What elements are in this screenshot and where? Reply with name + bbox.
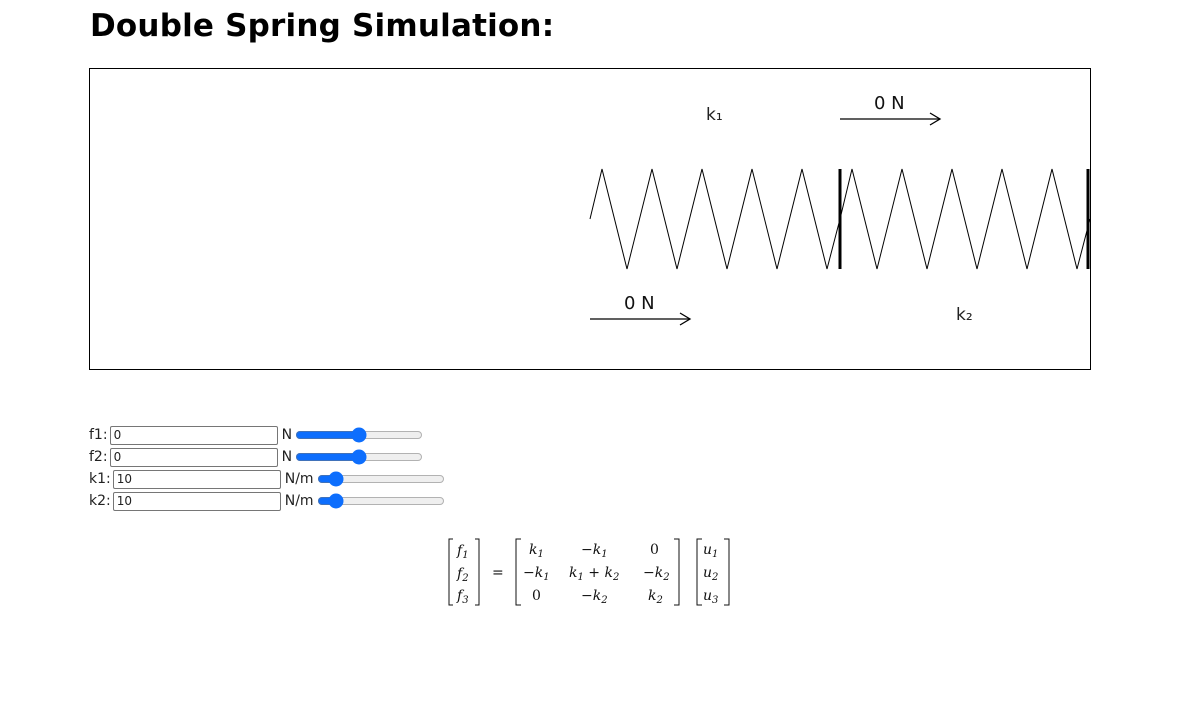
matrix-bracket-left [515, 538, 521, 606]
matrix-r2c2: k1 + k2 [569, 565, 619, 583]
force-label-bottom: 0 N [624, 293, 655, 314]
rhs-bracket-right [724, 538, 730, 606]
lhs-f3: f3 [456, 588, 469, 606]
k1-slider[interactable] [316, 471, 445, 487]
matrix-r1c1: k1 [529, 542, 544, 560]
equation-svg: f1 f2 f3 = k1 −k1 0 −k1 k1 + k2 −k2 0 −k… [448, 538, 730, 606]
k1-label: k1: [89, 471, 111, 487]
matrix-bracket-right [674, 538, 680, 606]
matrix-r1c3: 0 [650, 542, 659, 558]
f1-slider[interactable] [295, 427, 424, 443]
control-row-k1: k1: N/m [89, 468, 445, 490]
f2-unit: N [281, 449, 293, 465]
control-row-f1: f1: N [89, 424, 445, 446]
spring-k1 [589, 168, 841, 270]
simulation-canvas: k₁ k₂ 0 N 0 N [89, 68, 1091, 370]
k2-label: k2: [89, 493, 111, 509]
force-arrow-bottom [590, 312, 692, 326]
control-row-k2: k2: N/m [89, 490, 445, 512]
rhs-u3: u3 [703, 588, 718, 606]
f1-input[interactable] [109, 425, 278, 445]
matrix-r1c2: −k1 [581, 542, 608, 560]
lhs-f2: f2 [456, 566, 469, 584]
matrix-r3c3: k2 [648, 588, 663, 606]
page-title: Double Spring Simulation: [90, 8, 555, 44]
k2-unit: N/m [284, 493, 314, 509]
matrix-r3c1: 0 [532, 588, 541, 604]
f1-unit: N [281, 427, 293, 443]
f2-slider[interactable] [295, 449, 424, 465]
control-row-f2: f2: N [89, 446, 445, 468]
rhs-u2: u2 [703, 565, 718, 583]
matrix-r3c2: −k2 [581, 588, 608, 606]
k2-slider[interactable] [316, 493, 445, 509]
k1-input[interactable] [112, 469, 281, 489]
force-label-top: 0 N [874, 93, 905, 114]
spring-k2 [839, 168, 1090, 270]
lhs-f1: f1 [456, 543, 469, 561]
label-k2: k₂ [956, 305, 973, 325]
control-panel: f1: N f2: N k1: N/m k2: N/m [89, 424, 445, 512]
lhs-bracket-left [448, 538, 453, 606]
rhs-bracket-left [696, 538, 702, 606]
simulation-svg: k₁ k₂ 0 N 0 N [589, 93, 1090, 326]
rhs-u1: u1 [703, 542, 718, 560]
f2-input[interactable] [109, 447, 278, 467]
k1-unit: N/m [284, 471, 314, 487]
f1-label: f1: [89, 427, 108, 443]
f2-label: f2: [89, 449, 108, 465]
lhs-bracket-right [475, 538, 480, 606]
label-k1: k₁ [706, 105, 723, 125]
k2-input[interactable] [112, 491, 281, 511]
force-arrow-top [840, 112, 942, 126]
matrix-r2c1: −k1 [523, 565, 550, 583]
stiffness-equation: f1 f2 f3 = k1 −k1 0 −k1 k1 + k2 −k2 0 −k… [445, 536, 735, 608]
equals-sign: = [492, 565, 504, 581]
matrix-r2c3: −k2 [643, 565, 670, 583]
